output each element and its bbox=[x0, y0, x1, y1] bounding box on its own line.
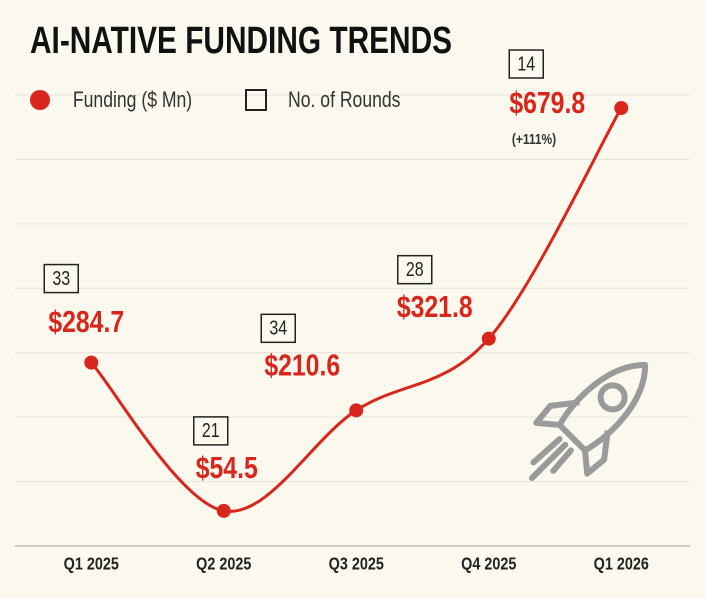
rounds-box bbox=[508, 49, 544, 79]
rounds-box bbox=[43, 263, 79, 294]
rounds-label: 14 bbox=[517, 53, 535, 75]
legend-marker bbox=[245, 89, 267, 111]
x-tick-label: Q2 2025 bbox=[196, 554, 251, 574]
annotation: (+111%) bbox=[512, 131, 556, 148]
rounds-label: 28 bbox=[406, 258, 424, 280]
data-label: $284.7 bbox=[48, 304, 124, 338]
rounds-box bbox=[397, 254, 433, 285]
point bbox=[349, 403, 364, 418]
rounds-label: 21 bbox=[202, 419, 220, 441]
x-tick-label: Q1 2026 bbox=[594, 554, 649, 574]
point bbox=[614, 101, 629, 116]
point bbox=[216, 503, 231, 518]
point bbox=[84, 355, 99, 370]
data-label: $321.8 bbox=[397, 289, 473, 323]
grid bbox=[15, 94, 690, 547]
chart-title: AI-NATIVE FUNDING TRENDS bbox=[30, 20, 452, 62]
legend-marker bbox=[30, 90, 50, 110]
data-label: $210.6 bbox=[264, 348, 340, 382]
x-tick-label: Q1 2025 bbox=[64, 554, 119, 574]
legend-label: No. of Rounds bbox=[288, 88, 400, 112]
line bbox=[90, 107, 623, 513]
rocket-icon bbox=[529, 361, 649, 481]
rounds-box bbox=[260, 313, 296, 344]
legend-label: Funding ($ Mn) bbox=[73, 88, 192, 112]
data-label: $679.8 bbox=[509, 86, 585, 120]
rounds-box bbox=[193, 416, 229, 446]
rounds-label: 34 bbox=[269, 317, 287, 339]
x-tick-label: Q4 2025 bbox=[461, 554, 516, 574]
x-tick-label: Q3 2025 bbox=[329, 554, 384, 574]
data-label: $54.5 bbox=[196, 450, 258, 484]
rounds-label: 33 bbox=[52, 267, 70, 289]
point bbox=[481, 331, 496, 346]
